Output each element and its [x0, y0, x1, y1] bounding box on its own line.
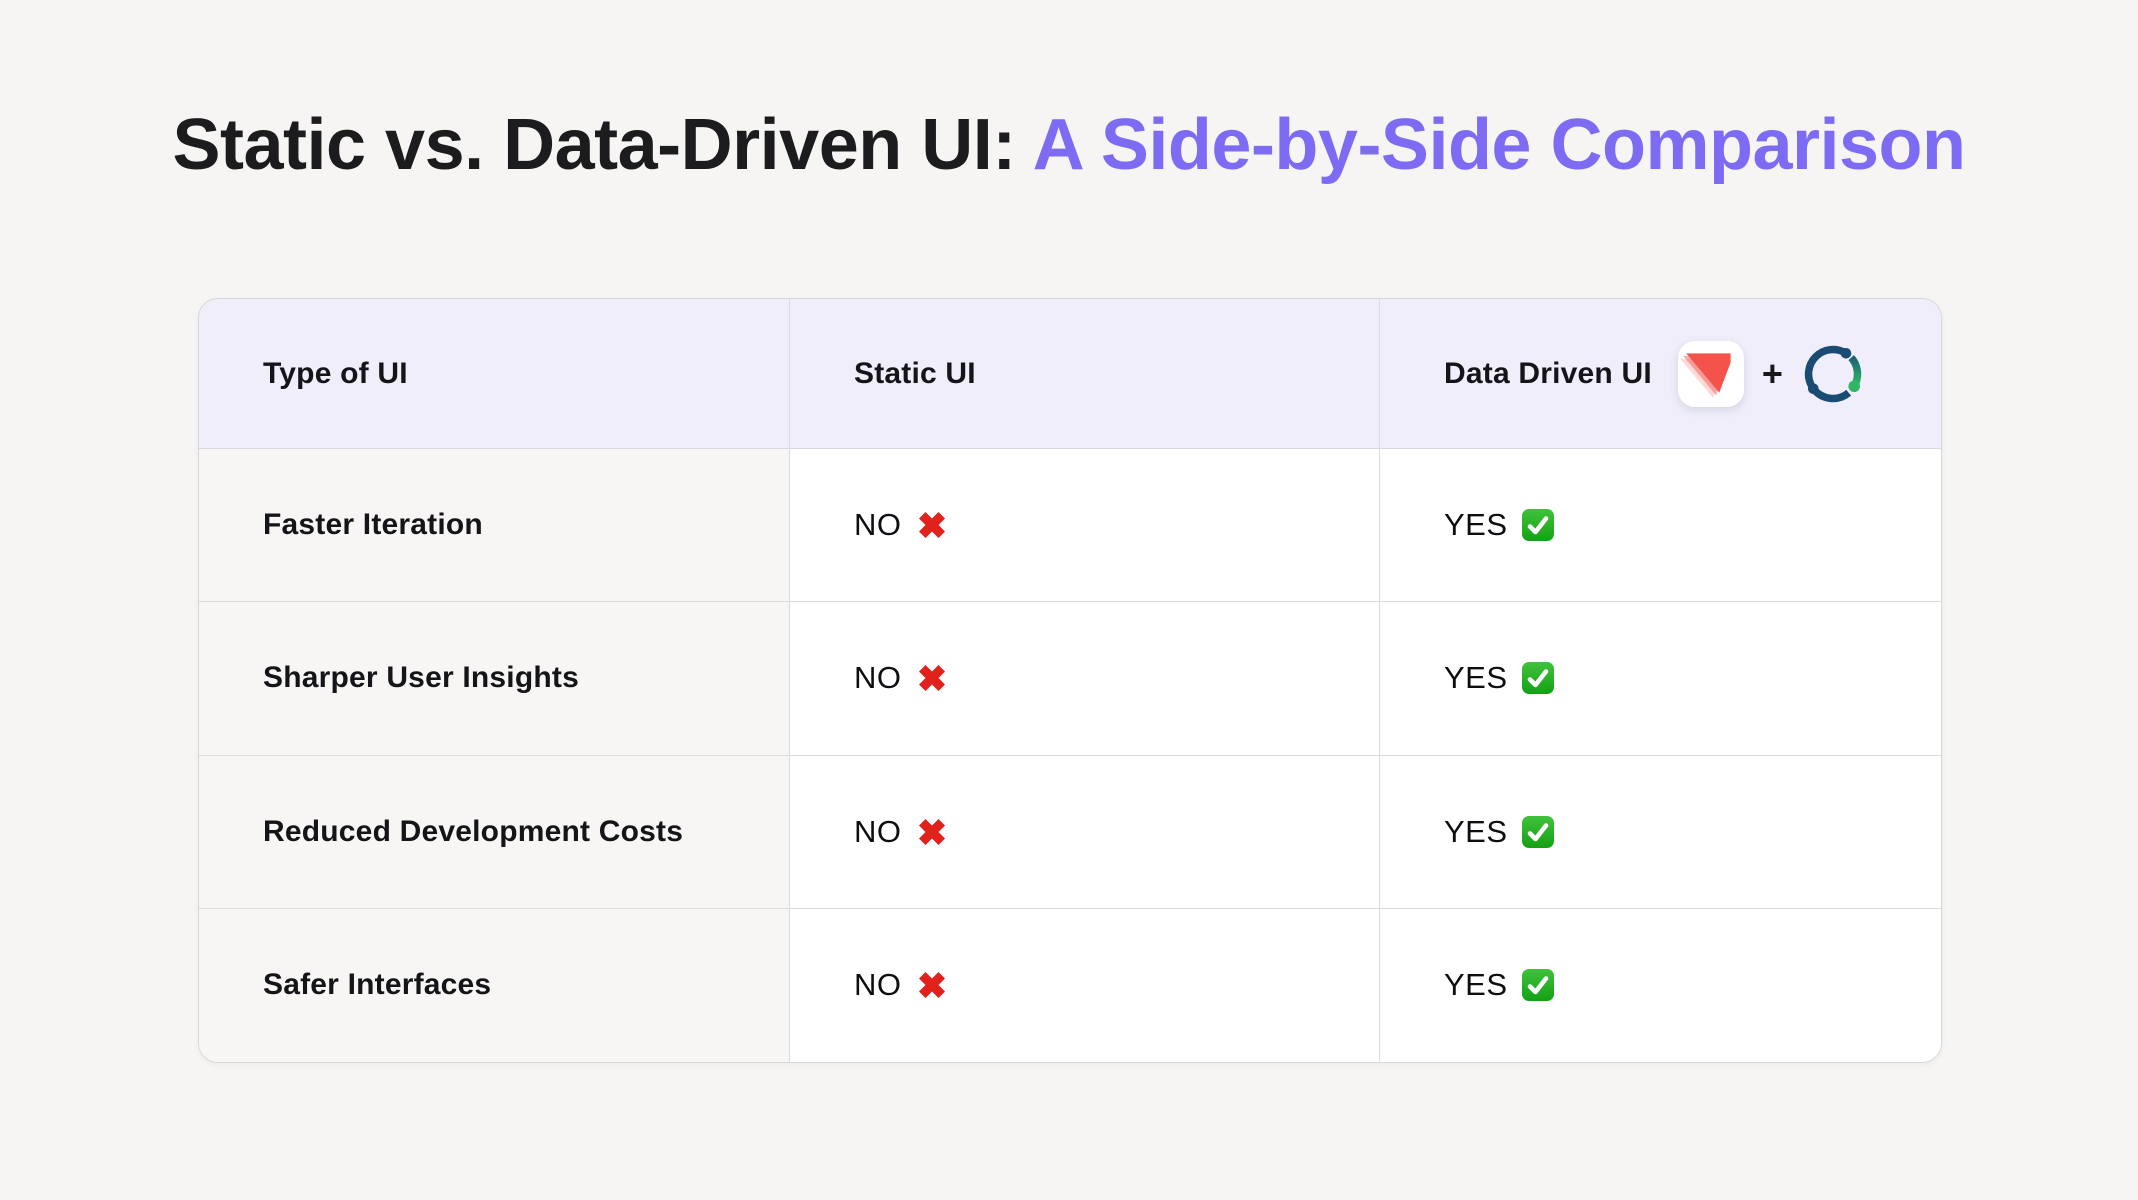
feature-label: Faster Iteration	[263, 508, 483, 542]
column-header-type-of-ui: Type of UI	[199, 299, 790, 449]
data-driven-value-label: YES	[1444, 507, 1508, 543]
cross-mark-icon	[915, 968, 949, 1002]
static-value-label: NO	[854, 660, 902, 696]
cross-mark-icon	[915, 815, 949, 849]
table-row-data-driven-value: YES	[1380, 755, 1941, 909]
red-v-app-icon	[1677, 340, 1744, 407]
feature-label: Sharper User Insights	[263, 661, 579, 695]
table-row-data-driven-value: YES	[1380, 908, 1941, 1062]
table-row-static-value: NO	[790, 602, 1380, 756]
table-row-data-driven-value: YES	[1380, 602, 1941, 756]
check-mark-icon	[1521, 968, 1555, 1002]
table-row-static-value: NO	[790, 908, 1380, 1062]
check-mark-icon	[1521, 508, 1555, 542]
plus-sign: +	[1761, 352, 1783, 394]
feature-label: Reduced Development Costs	[263, 814, 684, 848]
table-row-feature: Safer Interfaces	[199, 908, 790, 1062]
column-header-label: Static UI	[854, 356, 976, 390]
feature-label: Safer Interfaces	[263, 968, 492, 1002]
data-driven-value-label: YES	[1444, 660, 1508, 696]
cross-mark-icon	[915, 661, 949, 695]
static-value-label: NO	[854, 967, 902, 1003]
column-header-label: Type of UI	[263, 356, 408, 390]
title-main: Static vs. Data-Driven UI:	[172, 105, 1033, 185]
sync-loop-icon	[1799, 340, 1867, 408]
table-row-data-driven-value: YES	[1380, 449, 1941, 603]
sync-loop-glyph	[1804, 345, 1862, 402]
check-mark-icon	[1521, 661, 1555, 695]
page-title: Static vs. Data-Driven UI: A Side-by-Sid…	[0, 104, 2138, 186]
table-row-feature: Reduced Development Costs	[199, 755, 790, 909]
table-row-feature: Faster Iteration	[199, 449, 790, 603]
data-driven-value-label: YES	[1444, 813, 1508, 849]
static-value-label: NO	[854, 813, 902, 849]
title-accent: A Side-by-Side Comparison	[1032, 105, 1966, 185]
data-driven-value-label: YES	[1444, 967, 1508, 1003]
static-value-label: NO	[854, 507, 902, 543]
red-v-logo-glyph	[1679, 352, 1731, 398]
column-header-label: Data Driven UI	[1444, 356, 1652, 390]
column-header-data-driven-ui: Data Driven UI +	[1380, 299, 1941, 449]
cross-mark-icon	[915, 508, 949, 542]
comparison-table: Type of UI Static UI Data Driven UI +	[198, 298, 1942, 1063]
check-mark-icon	[1521, 815, 1555, 849]
table-row-static-value: NO	[790, 755, 1380, 909]
table-row-static-value: NO	[790, 449, 1380, 603]
table-row-feature: Sharper User Insights	[199, 602, 790, 756]
column-header-static-ui: Static UI	[790, 299, 1380, 449]
